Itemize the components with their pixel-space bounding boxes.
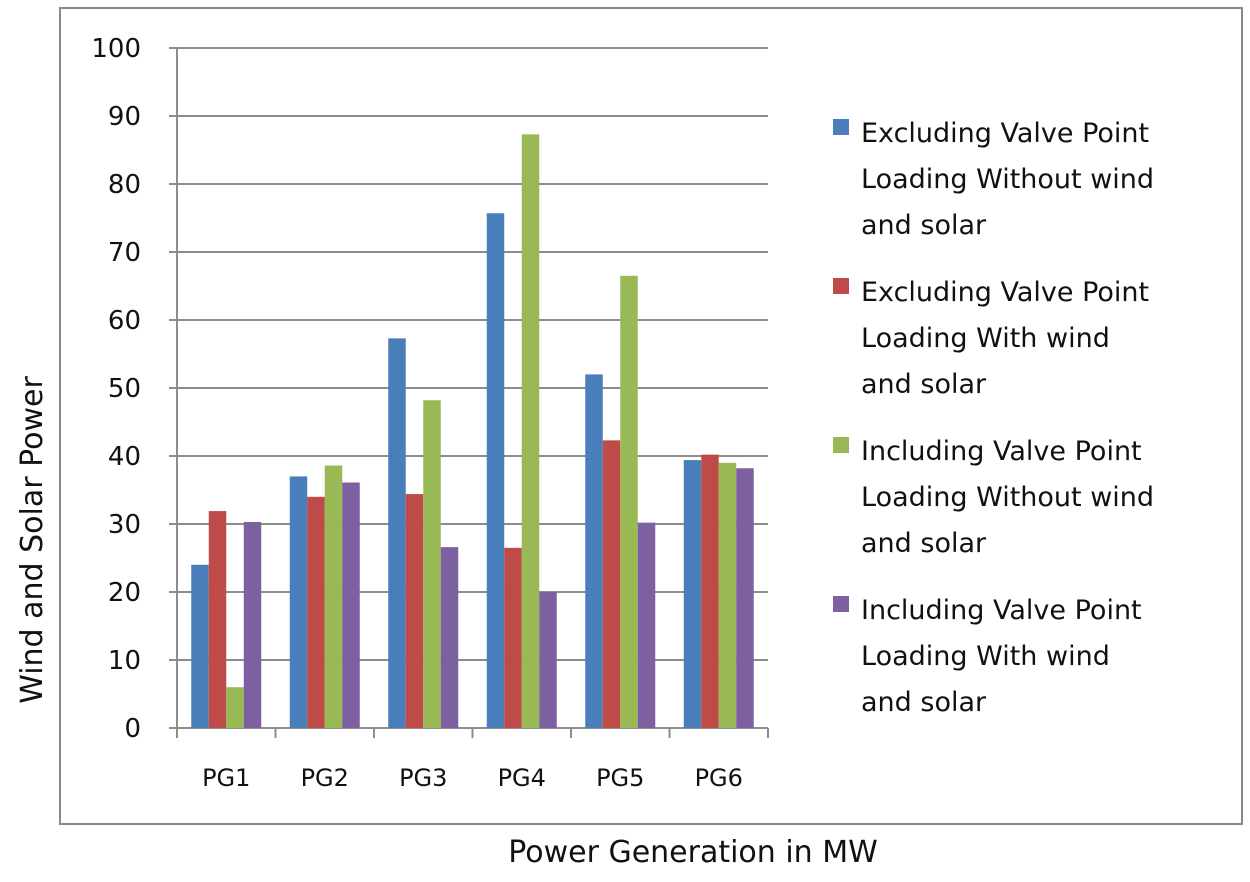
bar-pg1-series-3 bbox=[226, 687, 244, 728]
y-tick-label: 20 bbox=[108, 578, 141, 608]
y-tick-label: 10 bbox=[108, 646, 141, 676]
bar-pg6-series-3 bbox=[718, 462, 737, 728]
y-tick-label: 100 bbox=[91, 34, 141, 64]
x-category-label: PG1 bbox=[202, 764, 250, 792]
bar-pg3-series-2 bbox=[405, 494, 424, 728]
bars bbox=[191, 134, 754, 729]
legend-label: Loading Without wind bbox=[861, 482, 1154, 513]
y-tick-label: 50 bbox=[108, 374, 141, 404]
x-category-label: PG6 bbox=[695, 764, 743, 792]
gridlines bbox=[169, 47, 768, 729]
bar-pg2-series-3 bbox=[324, 465, 343, 728]
bar-pg1-series-1 bbox=[191, 564, 209, 728]
legend-swatch bbox=[833, 596, 849, 612]
y-tick-label: 80 bbox=[108, 170, 141, 200]
y-tick-label: 60 bbox=[108, 306, 141, 336]
bar-pg6-series-2 bbox=[701, 454, 719, 728]
y-tick-label: 90 bbox=[108, 102, 141, 132]
bar-pg5-series-3 bbox=[620, 275, 638, 728]
axes bbox=[176, 48, 769, 738]
bar-pg4-series-2 bbox=[504, 547, 522, 728]
bar-pg4-series-1 bbox=[486, 213, 505, 729]
bar-pg2-series-1 bbox=[289, 476, 308, 728]
y-tick-label: 70 bbox=[108, 238, 141, 268]
legend-label: and solar bbox=[861, 369, 987, 400]
bar-pg3-series-1 bbox=[388, 338, 406, 728]
legend-label: and solar bbox=[861, 210, 987, 241]
bar-pg2-series-2 bbox=[307, 496, 325, 728]
legend-label: Including Valve Point bbox=[861, 436, 1142, 467]
bar-pg5-series-2 bbox=[602, 440, 621, 728]
y-tick-label: 40 bbox=[108, 442, 141, 472]
bar-pg5-series-1 bbox=[585, 374, 603, 728]
bar-pg4-series-3 bbox=[521, 134, 540, 729]
x-category-label: PG3 bbox=[399, 764, 447, 792]
x-category-label: PG4 bbox=[498, 764, 546, 792]
legend-label: Loading Without wind bbox=[861, 164, 1154, 195]
legend-label: Excluding Valve Point bbox=[861, 118, 1149, 149]
bar-pg4-series-4 bbox=[539, 592, 557, 728]
bar-pg6-series-1 bbox=[683, 460, 702, 728]
bar-pg2-series-4 bbox=[342, 482, 360, 728]
y-tick-labels: 0 10 20 30 40 50 60 70 80 90 100 bbox=[91, 34, 141, 744]
legend-label: Loading With wind bbox=[861, 641, 1110, 672]
legend-label: Excluding Valve Point bbox=[861, 277, 1149, 308]
bar-pg5-series-4 bbox=[637, 522, 656, 728]
bar-pg3-series-4 bbox=[440, 547, 459, 728]
legend-label: Loading With wind bbox=[861, 323, 1110, 354]
bar-pg6-series-4 bbox=[736, 468, 754, 728]
legend-swatch bbox=[833, 437, 849, 453]
x-category-label: PG5 bbox=[596, 764, 644, 792]
x-category-label: PG2 bbox=[301, 764, 349, 792]
legend-label: and solar bbox=[861, 528, 987, 559]
bar-pg1-series-2 bbox=[208, 511, 227, 728]
bar-pg1-series-4 bbox=[243, 521, 262, 728]
x-category-labels: PG1 PG2 PG3 PG4 PG5 PG6 bbox=[202, 764, 743, 792]
legend-swatch bbox=[833, 278, 849, 294]
x-axis-title: Power Generation in MW bbox=[508, 835, 878, 870]
legend-label: and solar bbox=[861, 687, 987, 718]
y-tick-label: 0 bbox=[124, 714, 141, 744]
y-axis-title: Wind and Solar Power bbox=[15, 376, 50, 704]
legend-label: Including Valve Point bbox=[861, 595, 1142, 626]
bar-pg3-series-3 bbox=[423, 400, 441, 728]
y-tick-label: 30 bbox=[108, 510, 141, 540]
legend-swatch bbox=[833, 119, 849, 135]
legend: Excluding Valve Point Loading Without win… bbox=[833, 118, 1154, 718]
